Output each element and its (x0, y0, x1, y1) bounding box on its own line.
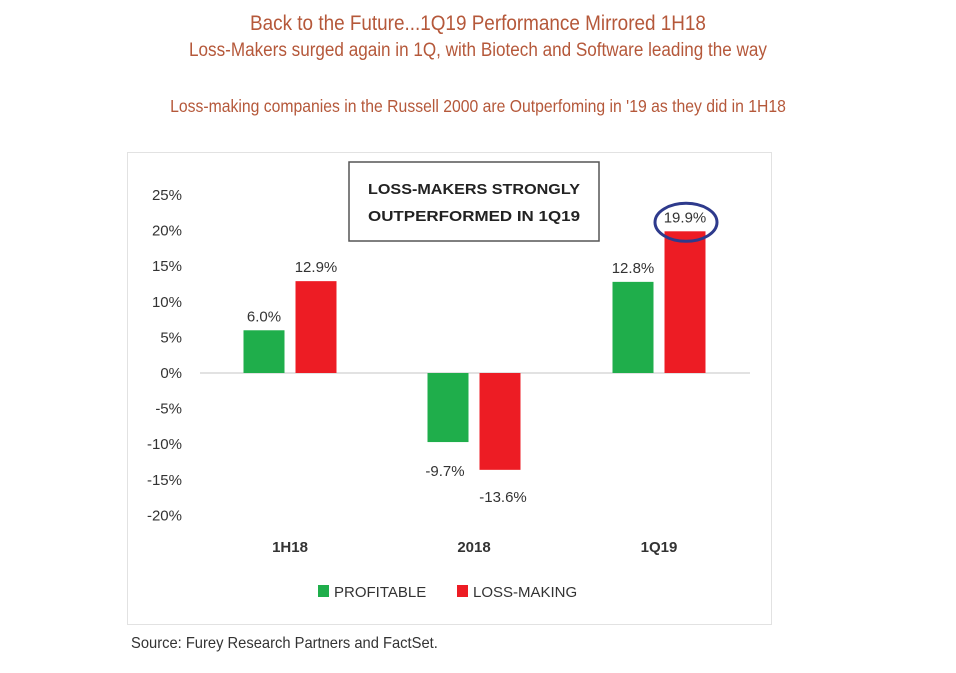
y-tick-label: 0% (160, 365, 182, 382)
y-tick-label: 10% (152, 294, 182, 311)
x-tick-label: 1H18 (272, 539, 308, 556)
highlight-ellipse (653, 201, 719, 243)
y-tick-label: -10% (147, 436, 182, 453)
legend-label: PROFITABLE (334, 584, 426, 601)
legend-swatch-loss-making (457, 585, 468, 597)
y-tick-label: -20% (147, 507, 182, 524)
y-tick-label: 20% (152, 223, 182, 240)
data-label: -9.7% (425, 463, 464, 480)
annotation-line-1: LOSS-MAKERS STRONGLY (368, 181, 580, 198)
chart-title: Back to the Future...1Q19 Performance Mi… (250, 12, 706, 35)
data-label: 6.0% (247, 308, 281, 325)
chart-caption: Loss-making companies in the Russell 200… (170, 96, 786, 116)
y-tick-label: 15% (152, 258, 182, 275)
bars (243, 231, 706, 470)
annotation-box: LOSS-MAKERS STRONGLY OUTPERFORMED IN 1Q1… (348, 161, 600, 242)
bar-profitable-1q19 (612, 281, 654, 373)
data-label: 19.9% (664, 209, 707, 226)
bar-profitable-2018 (427, 373, 469, 443)
chart-subtitle: Loss-Makers surged again in 1Q, with Bio… (189, 40, 767, 61)
bar-loss-making-2018 (479, 373, 521, 470)
legend-label: LOSS-MAKING (473, 584, 577, 601)
bar-profitable-1h18 (243, 330, 285, 373)
data-label: -13.6% (479, 489, 527, 506)
x-tick-label: 1Q19 (641, 539, 678, 556)
y-axis: 25% 20% 15% 10% 5% 0% -5% -10% -15% -20% (147, 187, 182, 524)
legend-swatch-profitable (318, 585, 329, 597)
y-tick-label: 25% (152, 187, 182, 204)
x-axis: 1H18 2018 1Q19 (272, 539, 677, 556)
legend: PROFITABLE LOSS-MAKING (318, 584, 577, 601)
bar-loss-making-1h18 (295, 281, 337, 373)
y-tick-label: -5% (155, 401, 182, 418)
y-tick-label: -15% (147, 472, 182, 489)
data-label: 12.9% (295, 259, 338, 276)
data-labels: 6.0% -9.7% 12.8% 12.9% -13.6% 19.9% (247, 209, 706, 506)
bar-loss-making-1q19 (664, 231, 706, 373)
y-tick-label: 5% (160, 329, 182, 346)
data-label: 12.8% (612, 260, 655, 277)
x-tick-label: 2018 (457, 539, 490, 556)
source-note: Source: Furey Research Partners and Fact… (131, 635, 438, 652)
annotation-line-2: OUTPERFORMED IN 1Q19 (368, 208, 580, 225)
